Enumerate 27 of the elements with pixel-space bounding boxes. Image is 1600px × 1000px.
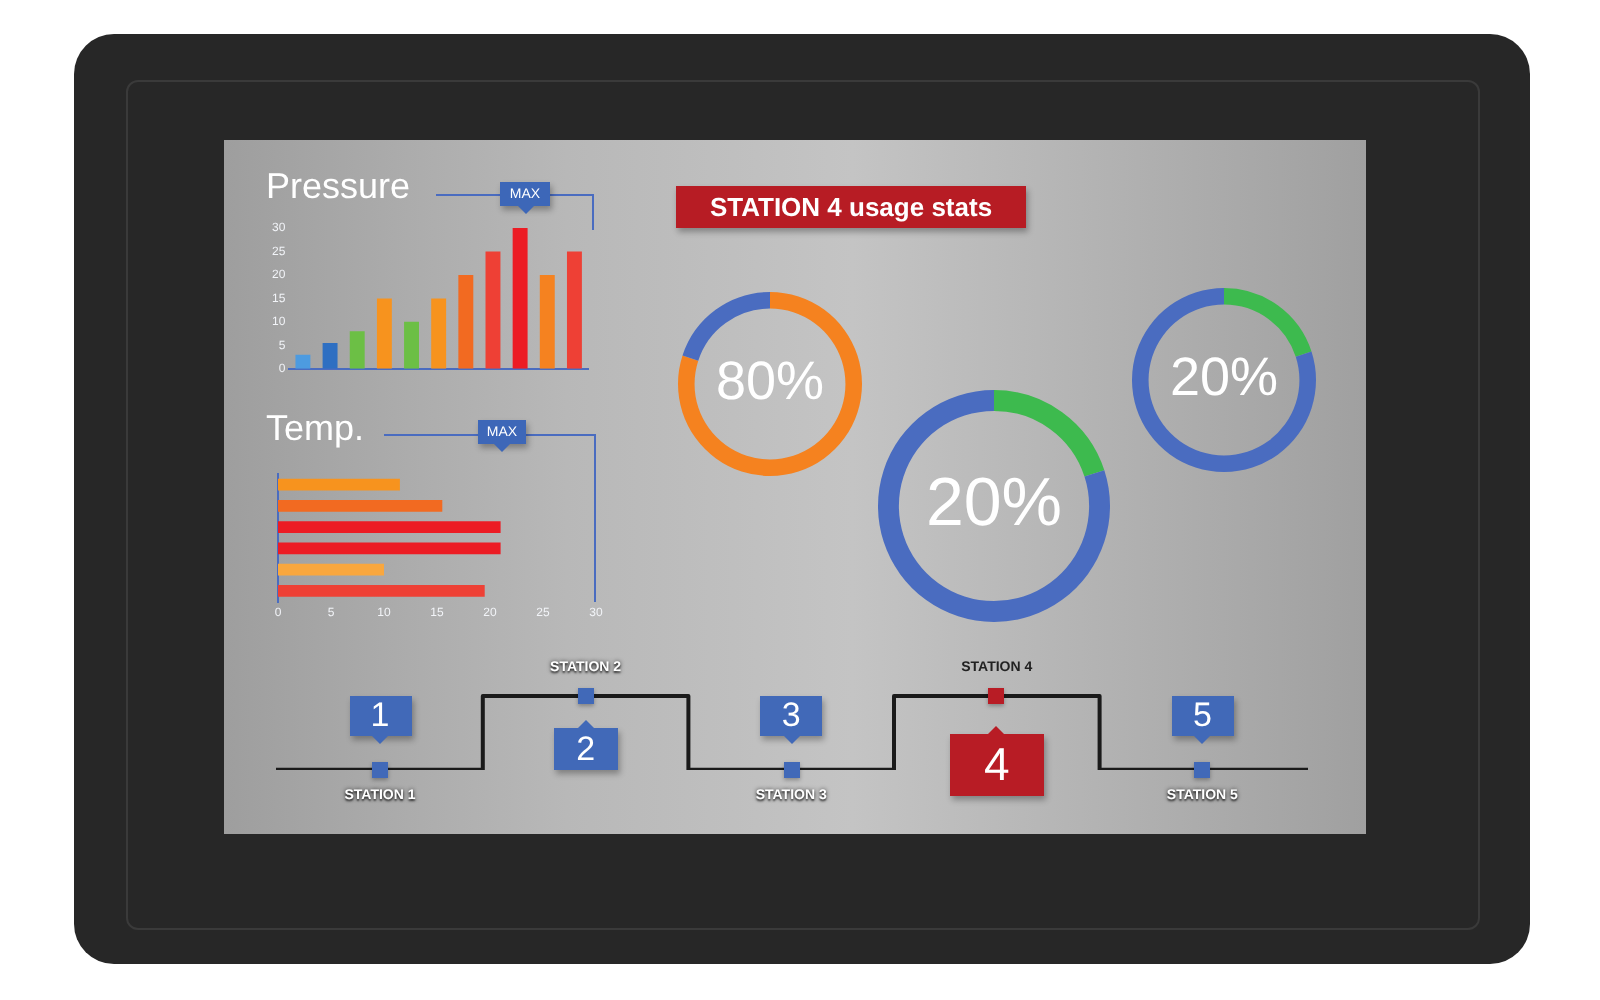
text: 1 bbox=[370, 696, 390, 735]
text: 2 bbox=[576, 730, 596, 768]
bar bbox=[278, 585, 485, 597]
bar bbox=[278, 500, 443, 512]
bar bbox=[322, 342, 338, 369]
bar bbox=[431, 298, 447, 369]
bar bbox=[349, 331, 365, 369]
bar bbox=[485, 251, 501, 369]
bar bbox=[404, 321, 419, 369]
text: 3 bbox=[781, 696, 801, 735]
bar bbox=[278, 521, 501, 534]
bar bbox=[278, 478, 400, 491]
bar bbox=[458, 274, 474, 369]
bar bbox=[295, 354, 311, 369]
bar bbox=[566, 251, 582, 369]
bar bbox=[376, 298, 392, 369]
data-label: 80% bbox=[715, 350, 825, 411]
bar bbox=[539, 274, 555, 369]
bar bbox=[278, 542, 501, 555]
bar bbox=[278, 563, 384, 576]
text: 5 bbox=[1192, 696, 1212, 735]
chart-title: Pressure bbox=[266, 166, 411, 208]
chart-title: Temp. bbox=[266, 408, 365, 450]
data-label: 20% bbox=[925, 464, 1063, 541]
bar bbox=[512, 228, 528, 369]
text: 4 bbox=[983, 737, 1010, 789]
data-label: 20% bbox=[1169, 346, 1279, 407]
